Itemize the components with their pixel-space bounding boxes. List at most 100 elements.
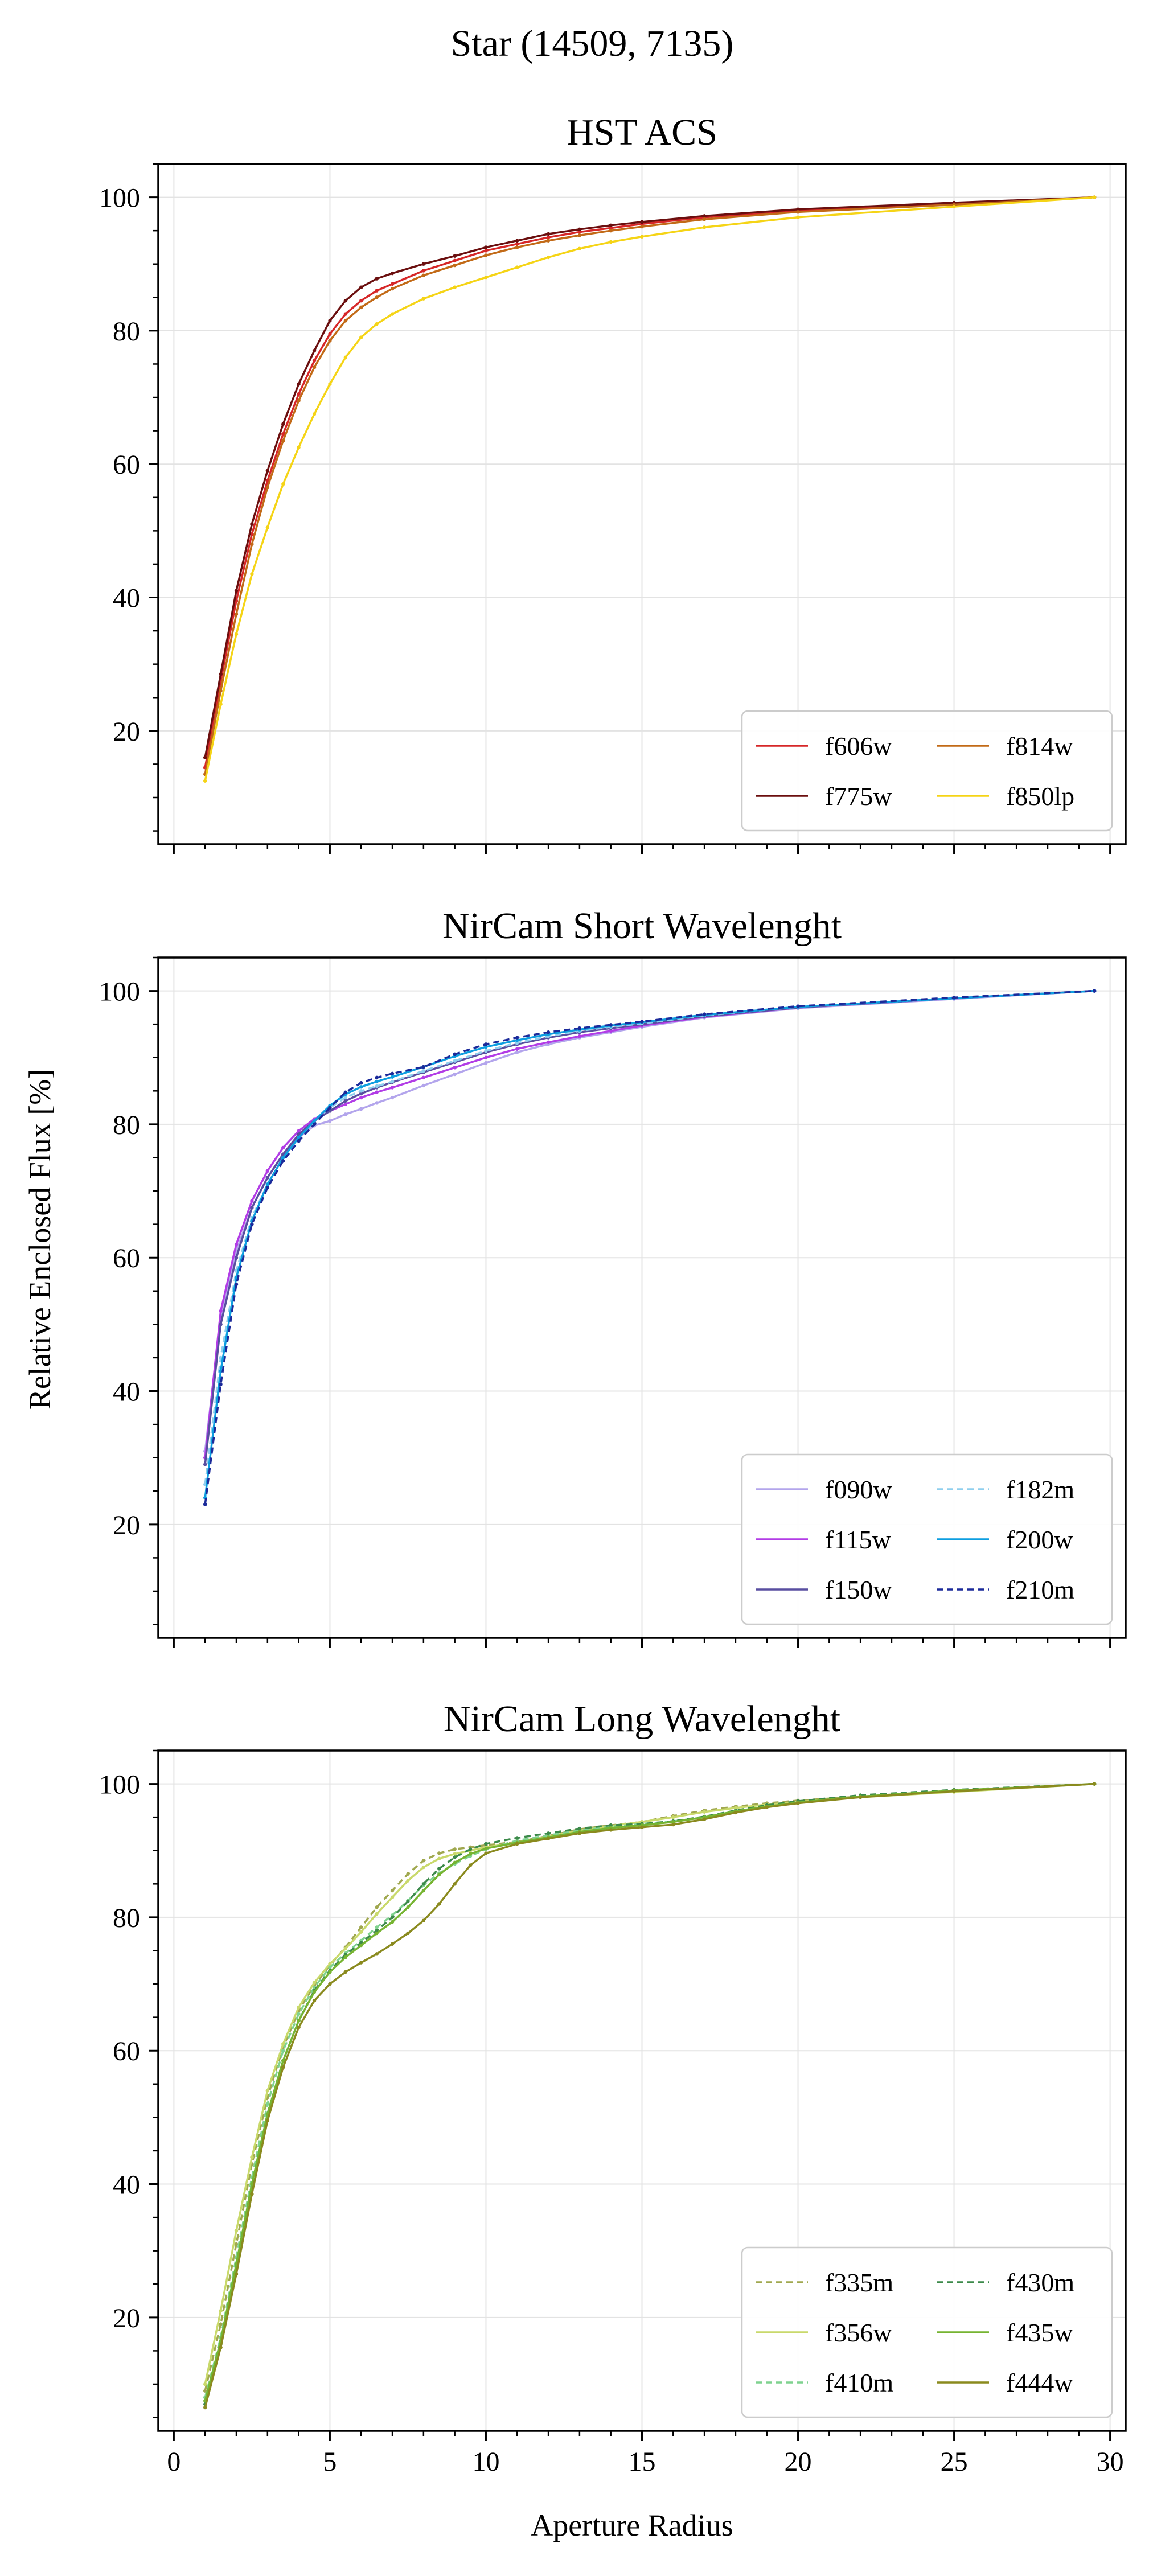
data-point-f775w (359, 285, 363, 289)
data-point-f850lp (203, 779, 207, 783)
data-point-f115w (421, 1075, 426, 1080)
data-point-f410m (297, 2012, 301, 2016)
data-point-f210m (265, 1185, 270, 1190)
data-point-f435w (297, 2019, 301, 2023)
data-point-f435w (281, 2059, 285, 2063)
data-point-f430m (437, 1867, 441, 1871)
x-tick-label: 30 (1097, 2447, 1124, 2477)
data-point-f850lp (312, 412, 317, 416)
data-point-f775w (515, 239, 519, 243)
data-point-f435w (421, 1888, 426, 1893)
data-point-f182m (421, 1069, 426, 1073)
data-point-f606w (281, 432, 285, 436)
data-point-f775w (453, 254, 457, 258)
data-point-f850lp (421, 297, 426, 301)
data-point-f430m (390, 1915, 395, 1920)
data-point-f115w (234, 1242, 239, 1246)
data-point-f115w (515, 1047, 519, 1051)
legend-label-f090w: f090w (825, 1475, 892, 1504)
data-point-f200w (359, 1085, 363, 1089)
data-point-f335m (375, 1905, 379, 1909)
data-point-f356w (343, 1946, 348, 1951)
data-point-f775w (421, 262, 426, 266)
data-point-f210m (609, 1023, 613, 1027)
data-point-f444w (546, 1837, 551, 1840)
data-point-f090w (390, 1095, 395, 1100)
x-tick-label: 0 (167, 2447, 180, 2477)
data-point-f356w (421, 1865, 426, 1870)
data-point-f775w (702, 214, 707, 218)
data-point-f335m (406, 1872, 410, 1876)
series-line-f444w (204, 1782, 1095, 2408)
series-line-f356w (204, 1782, 1095, 2385)
data-point-f435w (437, 1872, 441, 1877)
legend-label-f444w: f444w (1006, 2368, 1073, 2397)
data-point-f444w (733, 1810, 738, 1815)
data-point-f210m (453, 1052, 457, 1057)
data-point-f356w (733, 1806, 738, 1810)
y-tick-label: 100 (99, 977, 140, 1007)
data-point-f430m (515, 1836, 519, 1840)
y-tick-label: 60 (113, 2036, 140, 2066)
data-point-f606w (250, 532, 254, 536)
series-line-f335m (204, 1782, 1095, 2392)
data-point-f115w (484, 1055, 488, 1059)
legend-label-f335m: f335m (825, 2268, 893, 2297)
data-point-f150w (250, 1206, 254, 1210)
data-point-f356w (219, 2308, 223, 2313)
data-point-f606w (453, 258, 457, 263)
data-point-f182m (390, 1079, 395, 1084)
data-point-f606w (328, 332, 332, 336)
data-point-f210m (952, 996, 956, 1000)
data-point-f435w (406, 1905, 410, 1909)
data-point-f814w (453, 263, 457, 268)
data-point-f444w (281, 2065, 285, 2069)
data-point-f356w (234, 2229, 239, 2233)
data-point-f850lp (281, 482, 285, 486)
data-point-f444w (297, 2026, 301, 2029)
data-point-f430m (546, 1831, 551, 1835)
data-point-f356w (328, 1962, 332, 1966)
data-point-f850lp (297, 445, 301, 450)
data-point-f335m (421, 1859, 426, 1863)
legend-box (741, 1453, 1113, 1625)
data-point-f210m (297, 1139, 301, 1143)
data-point-f606w (312, 359, 317, 363)
data-point-f435w (484, 1847, 488, 1851)
data-point-f814w (484, 253, 488, 257)
data-point-f200w (375, 1079, 379, 1084)
plot-frame (157, 956, 1127, 1639)
data-point-f775w (328, 319, 332, 323)
y-tick-label: 100 (99, 1770, 140, 1800)
data-point-f356w (702, 1810, 707, 1814)
data-point-f444w (265, 2119, 270, 2123)
data-point-f210m (234, 1282, 239, 1287)
data-point-f410m (375, 1925, 379, 1929)
data-point-f356w (375, 1912, 379, 1916)
data-point-f850lp (515, 265, 519, 269)
data-point-f814w (281, 439, 285, 443)
data-point-f606w (421, 269, 426, 273)
data-point-f356w (671, 1815, 675, 1819)
data-point-f814w (297, 398, 301, 403)
data-point-f775w (796, 207, 800, 211)
data-point-f814w (390, 286, 395, 291)
data-point-f090w (375, 1101, 379, 1105)
data-point-f435w (359, 1943, 363, 1948)
data-point-f814w (359, 305, 363, 310)
data-point-f435w (468, 1852, 473, 1856)
y-tick-label: 40 (113, 1377, 140, 1407)
data-point-f356w (250, 2155, 254, 2159)
y-tick-label: 60 (113, 1243, 140, 1273)
data-point-f182m (453, 1059, 457, 1063)
data-point-f210m (1092, 989, 1097, 993)
y-tick-label: 80 (113, 1903, 140, 1933)
data-point-f430m (406, 1899, 410, 1903)
legend-label-f200w: f200w (1006, 1525, 1073, 1554)
data-point-f210m (484, 1042, 488, 1046)
data-point-f115w (453, 1066, 457, 1070)
data-point-f356w (390, 1895, 395, 1899)
y-tick-label: 40 (113, 2170, 140, 2200)
data-point-f430m (421, 1882, 426, 1886)
